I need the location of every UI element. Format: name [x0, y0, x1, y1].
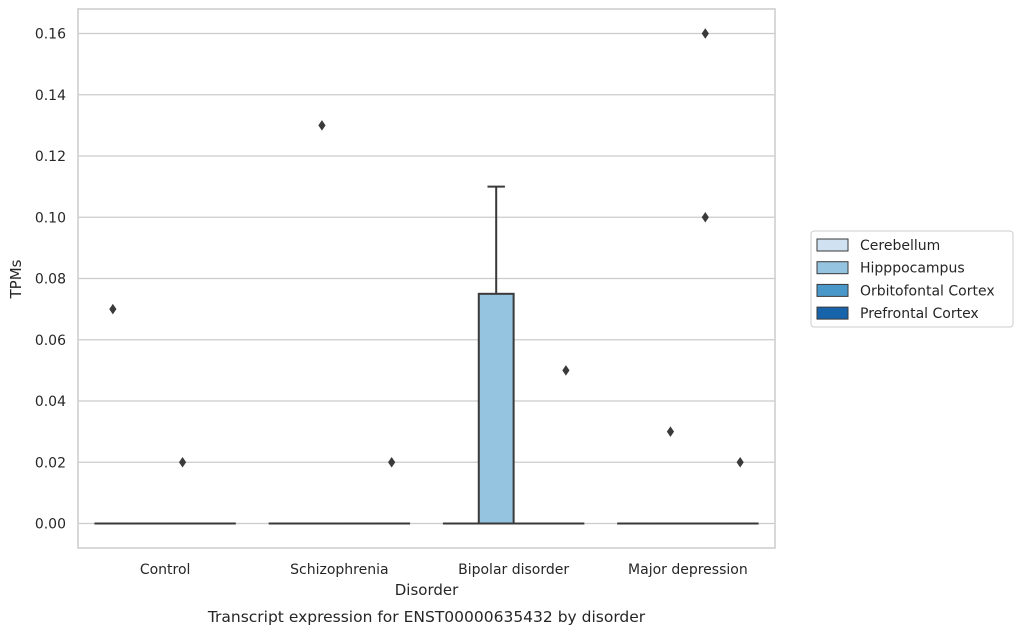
legend: Cerebellum Hipppocampus Orbitofontal Corte… [810, 230, 1014, 328]
outlier-point [562, 365, 570, 376]
x-tick-label: Control [140, 562, 191, 578]
series-group [94, 303, 655, 525]
x-axis-ticks: Control Schizophrenia Bipolar disorder Majo… [140, 562, 748, 578]
outlier-point [388, 457, 396, 468]
y-tick-label: 0.08 [35, 272, 66, 288]
y-tick-label: 0.14 [35, 88, 66, 104]
y-axis-title: TPMs [7, 259, 25, 299]
y-tick-label: 0.16 [35, 27, 66, 43]
outlier-point [318, 120, 326, 131]
y-tick-label: 0.00 [35, 517, 66, 533]
x-axis-title: Disorder [395, 581, 459, 599]
y-tick-label: 0.04 [35, 394, 66, 410]
legend-swatch [816, 306, 849, 320]
box-series [94, 28, 759, 525]
outlier-point [666, 426, 675, 437]
outlier-point [701, 28, 709, 39]
legend-label: Cerebellum [860, 238, 940, 254]
outlier-point [109, 303, 117, 315]
legend-swatch [816, 261, 849, 275]
legend-frame [810, 230, 1014, 328]
series-group [129, 120, 689, 525]
y-tick-label: 0.10 [35, 210, 66, 226]
legend-label: Prefrontal Cortex [860, 306, 979, 322]
series-group [198, 365, 759, 525]
y-axis-ticks: 0.00 0.02 0.04 0.06 0.08 0.10 0.12 0.14 0.16 [35, 27, 66, 533]
x-tick-label: Schizophrenia [290, 562, 388, 578]
legend-label: Hipppocampus [860, 261, 965, 277]
outlier-point [701, 212, 709, 223]
grid-lines [78, 32, 775, 525]
legend-swatch [816, 283, 849, 297]
legend-label: Orbitofontal Cortex [860, 283, 995, 299]
series-group [164, 28, 724, 525]
x-tick-label: Bipolar disorder [458, 562, 569, 578]
plot-frame [77, 8, 776, 549]
x-tick-label: Major depression [628, 562, 748, 578]
box [477, 292, 515, 525]
y-tick-label: 0.12 [35, 149, 66, 165]
outlier-point [736, 457, 744, 468]
outlier-point [178, 457, 187, 468]
chart-caption: Transcript expression for ENST0000063543… [207, 608, 646, 626]
y-tick-label: 0.06 [35, 333, 66, 349]
legend-swatch [816, 238, 849, 252]
y-tick-label: 0.02 [35, 455, 66, 471]
